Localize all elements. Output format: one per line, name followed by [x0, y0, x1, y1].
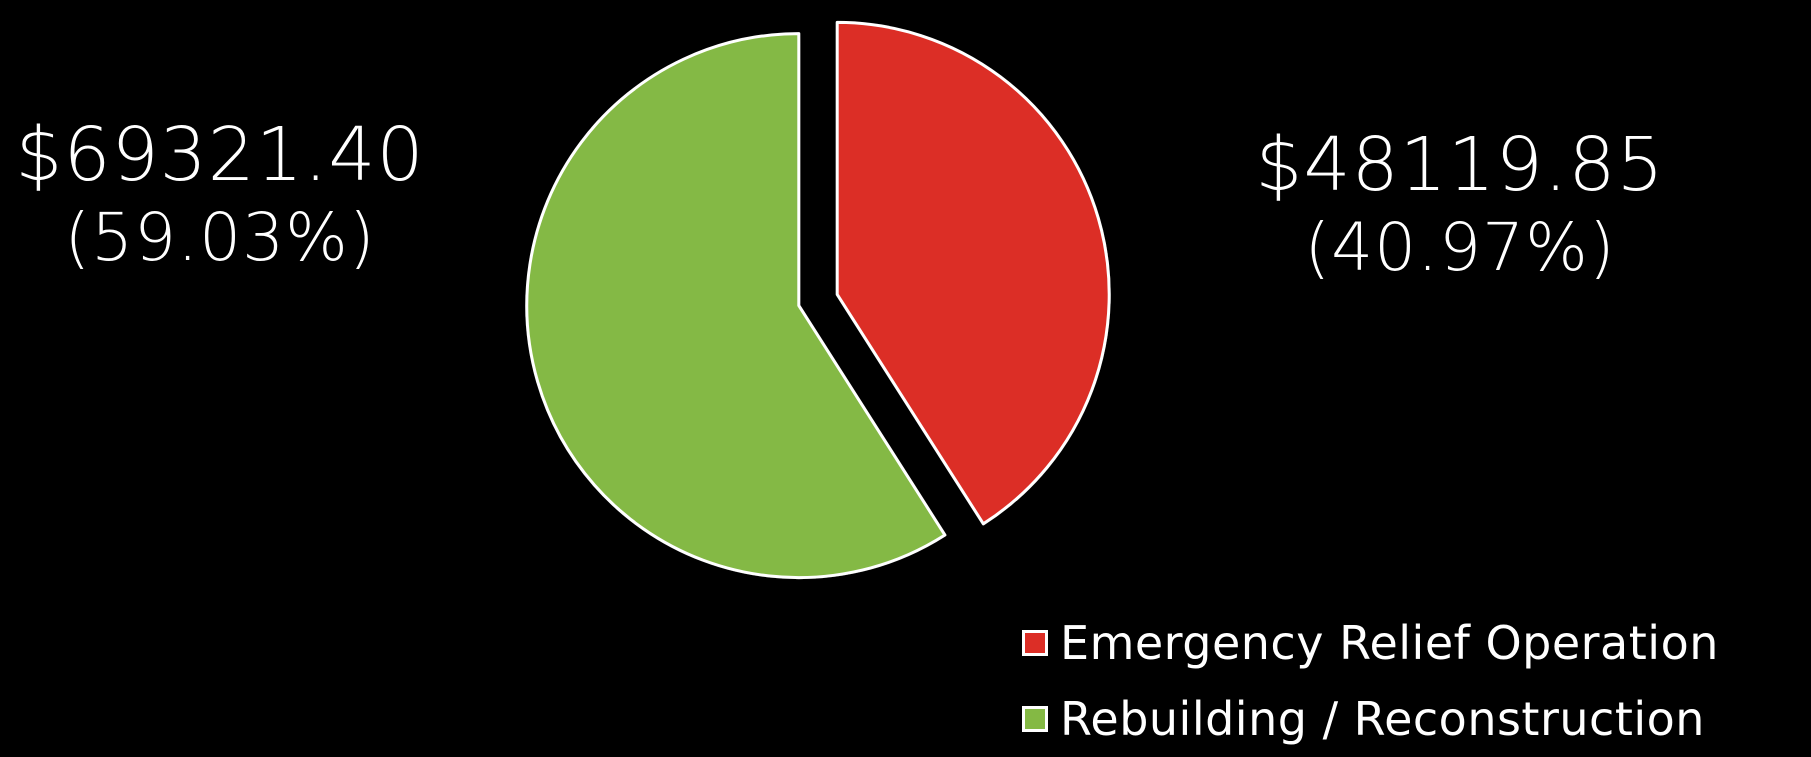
pie-slice-emergency [835, 20, 1111, 526]
legend-item-rebuilding: Rebuilding / Reconstruction [1022, 681, 1811, 757]
pie-chart [525, 20, 1111, 580]
legend-swatch-rebuilding [1022, 706, 1048, 732]
rebuilding-amount: $69321.40 [15, 112, 425, 198]
legend-label-emergency: Emergency Relief Operation [1060, 616, 1719, 670]
rebuilding-value-label: $69321.40 (59.03%) [10, 112, 430, 277]
emergency-percent: (40.97%) [1304, 209, 1616, 287]
rebuilding-percent: (59.03%) [64, 199, 376, 277]
emergency-amount: $48119.85 [1255, 122, 1665, 208]
pie-slice-rebuilding [525, 32, 947, 580]
legend-label-rebuilding: Rebuilding / Reconstruction [1060, 692, 1705, 746]
emergency-value-label: $48119.85 (40.97%) [1240, 122, 1680, 287]
legend-item-emergency: Emergency Relief Operation [1022, 605, 1811, 681]
legend-swatch-emergency [1022, 630, 1048, 656]
pie-slices [525, 20, 1111, 580]
chart-legend: Emergency Relief Operation Rebuilding / … [1022, 605, 1811, 757]
